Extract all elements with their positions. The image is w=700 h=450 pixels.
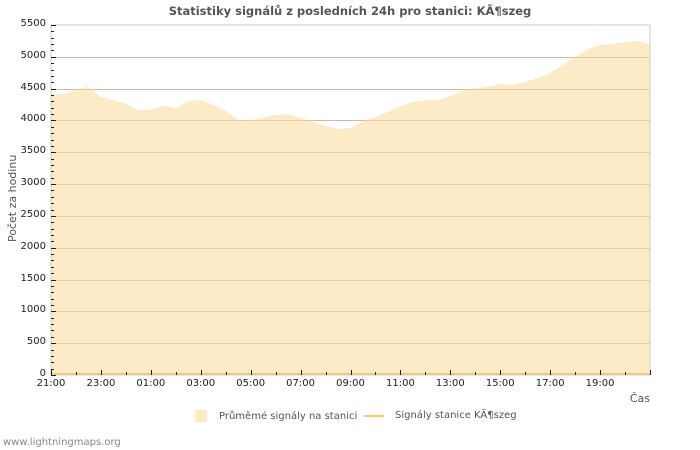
- area-swatch-icon: [195, 410, 207, 422]
- x-tick-label: 21:00: [36, 378, 66, 389]
- y-tick-label: 2000: [20, 240, 46, 252]
- x-tick-label: 07:00: [286, 378, 315, 389]
- x-tick-label: 17:00: [535, 378, 565, 389]
- x-tick-label: 19:00: [585, 378, 615, 389]
- y-tick-label: 1500: [20, 272, 46, 284]
- y-axis-label: Počet za hodinu: [6, 154, 19, 242]
- average-signals-area: [51, 40, 650, 376]
- y-tick-label: 0: [39, 368, 46, 379]
- y-tick-label: 4500: [20, 81, 46, 93]
- x-axis-label: Čas: [629, 392, 650, 405]
- x-tick-label: 01:00: [136, 378, 166, 389]
- x-tick-label: 15:00: [485, 378, 515, 389]
- legend-label-station: Signály stanice KÃ¶szeg: [395, 410, 517, 421]
- y-tick-label: 4000: [20, 113, 46, 125]
- legend-label-average: Průměmé signály na stanici: [219, 410, 358, 422]
- chart-title: Statistiky signálů z posledních 24h pro …: [168, 4, 532, 18]
- legend-item-average[interactable]: Průměmé signály na stanici: [195, 410, 357, 422]
- y-tick-label: 3500: [20, 145, 46, 157]
- y-tick-label: 2500: [20, 208, 46, 220]
- plot-border: [50, 24, 651, 376]
- y-tick-label: 3000: [20, 177, 46, 189]
- x-tick-label: 03:00: [186, 378, 216, 389]
- x-tick-label: 11:00: [385, 378, 415, 389]
- y-tick-label: 5500: [20, 18, 46, 29]
- y-tick-label: 1000: [20, 304, 46, 316]
- y-tick-label: 500: [26, 336, 46, 348]
- x-tick-label: 23:00: [86, 378, 116, 389]
- axis-ticks: [51, 25, 651, 376]
- legend-item-station[interactable]: Signály stanice KÃ¶szeg: [364, 410, 517, 421]
- x-tick-label: 13:00: [435, 378, 465, 389]
- y-tick-label: 5000: [20, 49, 46, 61]
- line-swatch-icon: [364, 414, 384, 417]
- site-footer-link[interactable]: www.lightningmaps.org: [3, 437, 121, 448]
- x-tick-label: 05:00: [236, 378, 266, 389]
- x-tick-label: 09:00: [336, 378, 365, 389]
- gridlines-overlay: [51, 57, 650, 344]
